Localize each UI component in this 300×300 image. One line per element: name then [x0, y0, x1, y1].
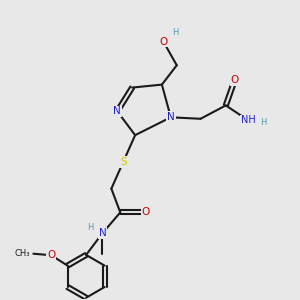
Text: O: O [159, 37, 167, 46]
Text: H: H [260, 118, 266, 127]
Text: H: H [172, 28, 178, 37]
Text: H: H [87, 223, 93, 232]
Text: N: N [99, 228, 106, 238]
Text: N: N [113, 106, 121, 116]
Text: S: S [120, 157, 127, 167]
Text: N: N [167, 112, 175, 122]
Text: O: O [141, 207, 150, 218]
Text: O: O [47, 250, 55, 260]
Text: NH: NH [241, 115, 256, 125]
Text: O: O [231, 75, 239, 85]
Text: CH₃: CH₃ [15, 249, 30, 258]
